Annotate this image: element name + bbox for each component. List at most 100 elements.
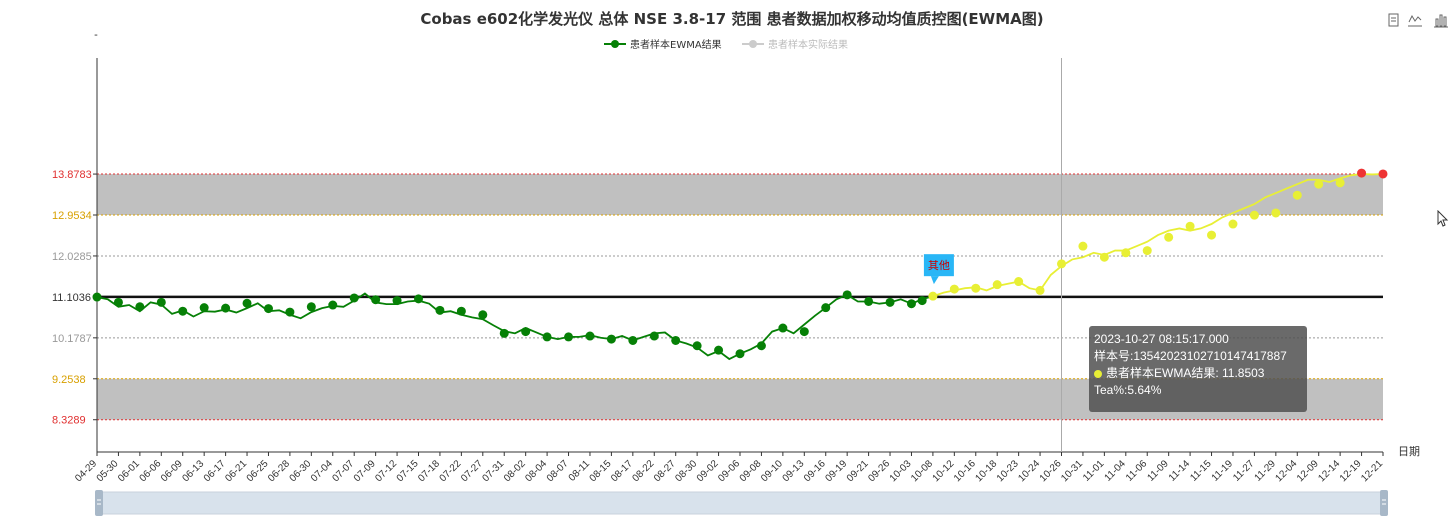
zoom-handle-left[interactable] — [95, 490, 103, 516]
data-point[interactable] — [328, 300, 338, 310]
data-point[interactable] — [178, 306, 188, 316]
x-tick-label: 07-31 — [480, 458, 506, 484]
data-point[interactable] — [778, 323, 788, 333]
data-point[interactable] — [885, 297, 895, 307]
data-point[interactable] — [564, 332, 574, 342]
data-point[interactable] — [917, 296, 927, 306]
data-point[interactable] — [349, 293, 359, 303]
data-point[interactable] — [242, 298, 252, 308]
legend[interactable]: 患者样本EWMA结果 患者样本实际结果 — [604, 38, 848, 51]
data-point[interactable] — [714, 345, 724, 355]
data-point[interactable] — [585, 331, 595, 341]
series-markers[interactable] — [92, 168, 1388, 359]
data-point[interactable] — [1142, 246, 1152, 256]
legend-item-ewma[interactable]: 患者样本EWMA结果 — [604, 38, 722, 51]
data-point[interactable] — [306, 302, 316, 312]
data-point[interactable] — [671, 335, 681, 345]
data-point[interactable] — [221, 303, 231, 313]
data-point[interactable] — [1078, 241, 1088, 251]
x-tick-label: 11-06 — [1124, 458, 1150, 484]
data-point[interactable] — [1164, 232, 1174, 242]
data-point[interactable] — [842, 290, 852, 300]
data-point[interactable] — [1057, 259, 1066, 269]
data-point[interactable] — [1357, 168, 1367, 178]
data-view-icon[interactable] — [1388, 13, 1399, 27]
x-tick-label: 11-29 — [1253, 458, 1279, 484]
data-point[interactable] — [135, 302, 145, 312]
data-point[interactable] — [649, 331, 659, 341]
data-point[interactable] — [1099, 252, 1109, 262]
data-point[interactable] — [499, 328, 509, 338]
series-line-segment-2[interactable] — [1350, 173, 1384, 177]
x-tick-label: 11-15 — [1188, 458, 1214, 484]
data-point[interactable] — [199, 303, 209, 313]
x-tick-label: 10-16 — [952, 458, 978, 484]
tooltip-series-row: 患者样本EWMA结果: 11.8503 — [1094, 365, 1307, 382]
zoom-track[interactable] — [98, 491, 1385, 515]
data-point[interactable] — [1378, 169, 1388, 179]
legend-marker-actual — [749, 40, 757, 48]
data-point[interactable] — [156, 297, 166, 307]
x-tick-label: 10-31 — [1059, 458, 1085, 484]
bar-chart-icon[interactable] — [1434, 14, 1448, 28]
annotation-other[interactable]: 其他 — [923, 254, 954, 285]
data-point[interactable] — [756, 341, 766, 351]
data-point[interactable] — [1014, 277, 1024, 287]
x-axis-ticks: 04-2905-3006-0106-0606-0906-1306-1706-21… — [73, 452, 1385, 484]
legend-item-actual[interactable]: 患者样本实际结果 — [742, 38, 848, 51]
data-point[interactable] — [821, 303, 831, 313]
data-point[interactable] — [906, 299, 916, 309]
series-ewma[interactable] — [96, 173, 1384, 361]
data-point[interactable] — [864, 296, 874, 306]
annotation-box[interactable] — [923, 254, 954, 277]
data-point[interactable] — [542, 332, 552, 342]
data-point[interactable] — [1292, 190, 1302, 200]
line-chart-icon[interactable] — [1408, 14, 1422, 27]
data-point[interactable] — [928, 291, 938, 301]
data-point[interactable] — [392, 296, 402, 306]
data-point[interactable] — [1314, 179, 1324, 189]
data-point[interactable] — [692, 341, 702, 351]
data-zoom-slider[interactable] — [95, 490, 1388, 516]
x-tick-label: 10-26 — [1038, 458, 1064, 484]
data-point[interactable] — [113, 297, 123, 307]
data-point[interactable] — [285, 307, 295, 317]
data-point[interactable] — [799, 327, 809, 337]
data-point[interactable] — [456, 306, 466, 316]
data-point[interactable] — [1271, 208, 1281, 218]
x-tick-label: 12-21 — [1359, 458, 1385, 484]
x-tick-label: 08-17 — [609, 458, 635, 484]
x-tick-label: 04-29 — [73, 458, 99, 484]
data-point[interactable] — [1207, 230, 1217, 240]
data-point[interactable] — [971, 283, 981, 293]
data-point[interactable] — [263, 304, 273, 314]
data-point[interactable] — [414, 294, 423, 304]
data-point[interactable] — [92, 292, 102, 302]
x-tick-label: 08-11 — [567, 458, 593, 484]
x-tick-label: 09-06 — [716, 458, 742, 484]
data-point[interactable] — [1185, 221, 1195, 231]
data-point[interactable] — [371, 295, 381, 305]
zoom-handle-right[interactable] — [1380, 490, 1388, 516]
tooltip-series-dot — [1094, 369, 1102, 378]
toolbox[interactable] — [1388, 13, 1448, 28]
data-point[interactable] — [628, 335, 638, 345]
data-point[interactable] — [435, 305, 445, 315]
data-point[interactable] — [1121, 248, 1131, 258]
data-point[interactable] — [478, 310, 488, 320]
data-point[interactable] — [735, 349, 745, 359]
data-point[interactable] — [1335, 178, 1345, 188]
data-point[interactable] — [992, 280, 1002, 290]
data-point[interactable] — [1249, 210, 1259, 220]
tooltip-tea: Tea%:5.64% — [1094, 383, 1162, 397]
series-line-segment-1[interactable] — [932, 174, 1352, 298]
series-line-segment-0[interactable] — [96, 292, 934, 361]
data-point[interactable] — [521, 327, 531, 337]
data-point[interactable] — [949, 284, 959, 294]
data-point[interactable] — [1035, 285, 1045, 295]
x-tick-label: 08-27 — [652, 458, 678, 484]
data-point[interactable] — [606, 334, 616, 344]
x-tick-label: 07-09 — [352, 458, 378, 484]
data-point[interactable] — [1228, 219, 1238, 229]
x-tick-label: 07-22 — [438, 458, 464, 484]
